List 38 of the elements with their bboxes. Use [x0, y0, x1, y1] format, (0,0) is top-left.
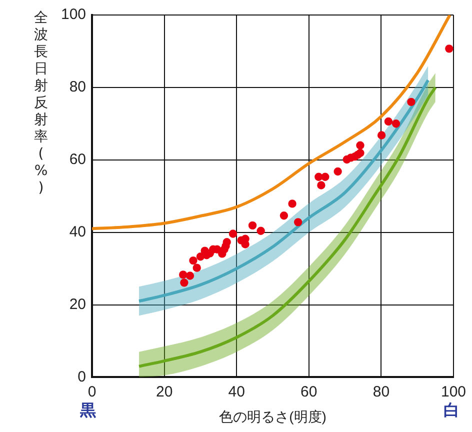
x-tick-label: 20: [156, 383, 173, 400]
point: [248, 221, 257, 230]
point: [407, 98, 416, 106]
point: [222, 238, 231, 246]
point: [256, 226, 265, 235]
point: [186, 272, 194, 280]
point: [294, 218, 302, 226]
x-tick-label: 60: [300, 383, 318, 400]
point: [377, 131, 386, 140]
point: [445, 44, 454, 53]
point: [321, 172, 330, 182]
point: [280, 212, 288, 220]
point: [334, 167, 342, 176]
text: 黒: [79, 400, 98, 420]
point: [192, 264, 201, 272]
line-series: [92, 15, 452, 230]
y-tick-label: 80: [69, 78, 86, 96]
y-tick-label: 0: [78, 368, 86, 386]
x-tick-label: 40: [228, 383, 245, 400]
x-tick-label: 80: [372, 383, 390, 400]
x-tick-label: 100: [440, 383, 466, 400]
point: [180, 278, 188, 287]
point: [179, 270, 188, 279]
point: [288, 200, 296, 208]
text: 全波長日射反射率(%): [34, 10, 48, 196]
x-axis-title: 色の明るさ(明度): [219, 408, 326, 424]
point: [392, 120, 400, 128]
point: [317, 181, 326, 190]
point: [356, 148, 364, 158]
point: [384, 117, 393, 126]
y-tick-label: 40: [69, 223, 86, 240]
y-tick-label: 100: [60, 6, 86, 24]
point: [189, 256, 198, 265]
point: [356, 141, 364, 150]
text: 白: [443, 400, 460, 420]
y-tick-label: 20: [69, 296, 86, 313]
y-tick-label: 60: [69, 151, 86, 168]
point: [228, 230, 238, 238]
